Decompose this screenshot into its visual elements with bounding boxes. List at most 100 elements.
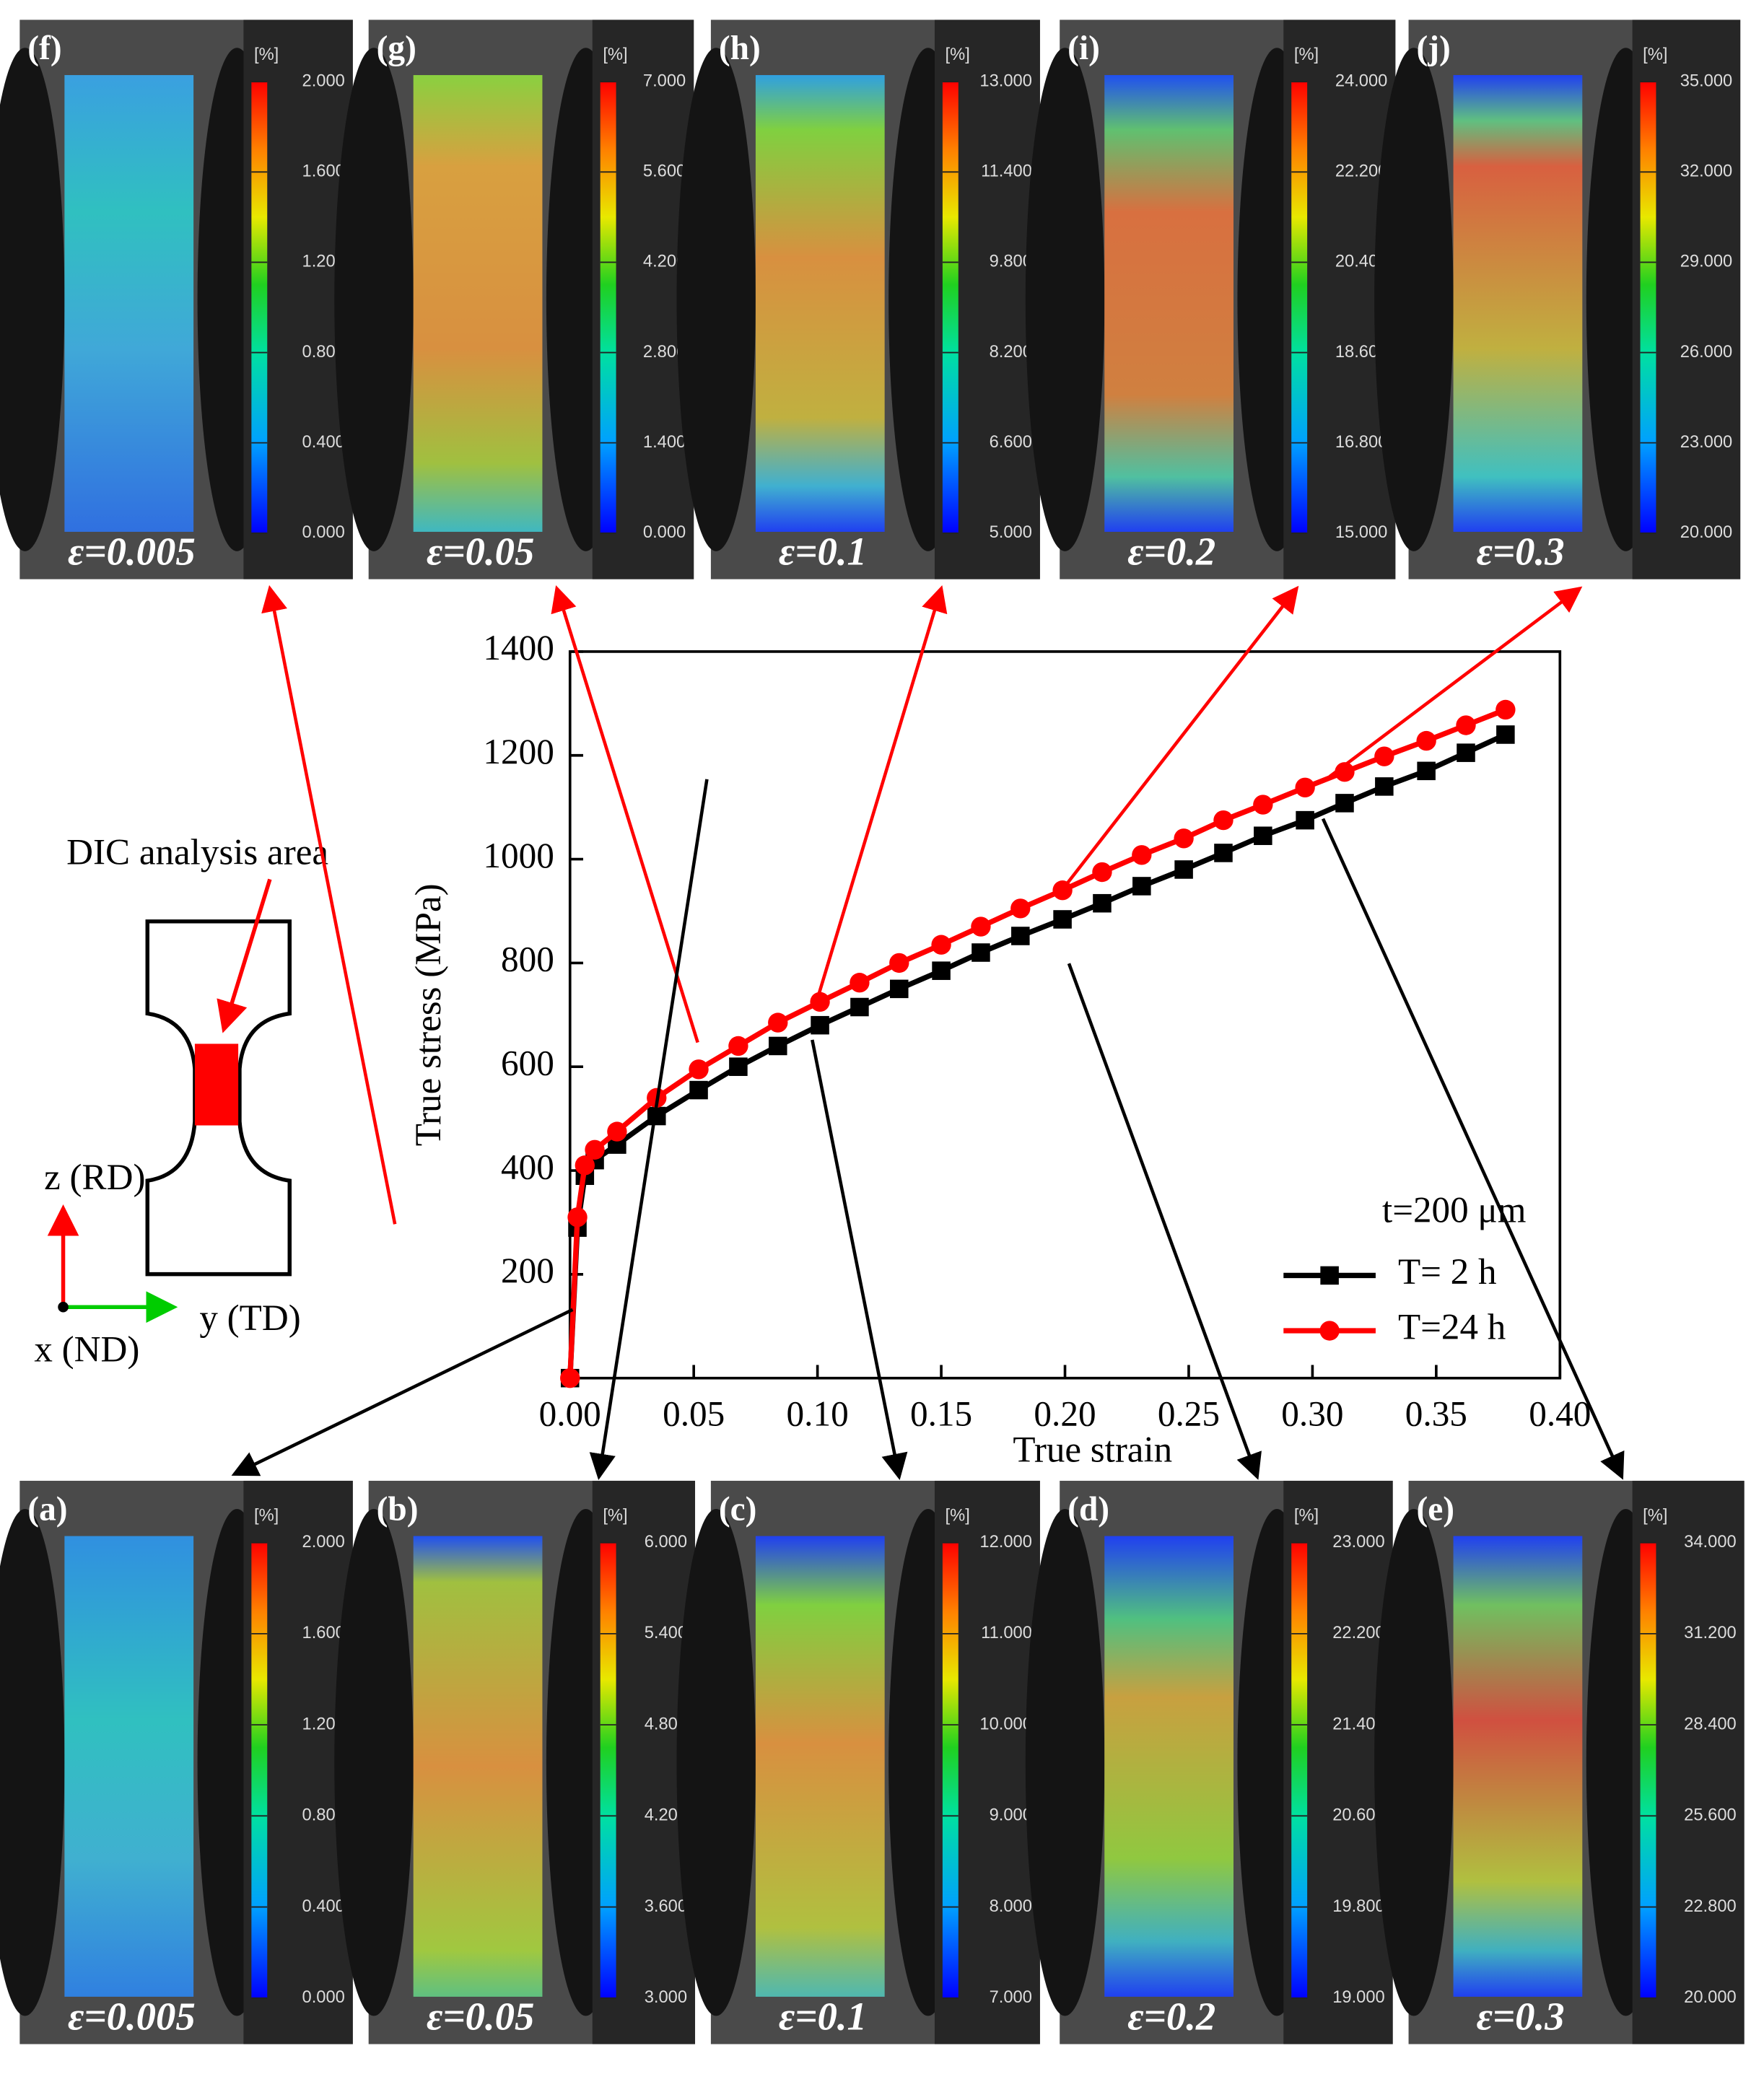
- colorbar-tick-label: 32.000: [1680, 162, 1732, 181]
- colorbar-tick-label: 31.200: [1684, 1624, 1737, 1642]
- marker: [971, 916, 991, 937]
- colorbar-unit: [%]: [603, 1506, 627, 1525]
- marker: [1496, 699, 1516, 720]
- dic-panels: [%]2.0001.6001.2000.8000.4000.000(f)ε=0.…: [0, 19, 1745, 2044]
- analysis-area: [194, 1043, 239, 1126]
- strain-label: ε=0.3: [1477, 529, 1565, 573]
- colorbar-unit: [%]: [946, 1506, 970, 1525]
- colorbar: [1291, 1542, 1308, 1998]
- arrow: [1067, 963, 1262, 1480]
- arrow: [589, 779, 709, 1480]
- strain-label: ε=0.1: [779, 1994, 867, 2038]
- dic-panel: [%] 12.000 11.000 10.000 9.000 8.000 7.000 (c) ε…: [676, 1480, 1040, 2044]
- colorbar-tick-label: 23.000: [1332, 1533, 1384, 1552]
- marker: [1456, 715, 1476, 735]
- x-tick-label: 0.00: [539, 1394, 601, 1434]
- marker: [1320, 1266, 1339, 1285]
- colorbar-tick-label: 34.000: [1684, 1533, 1737, 1552]
- colorbar-unit: [%]: [1643, 1506, 1667, 1525]
- y-tick-label: 1200: [483, 732, 554, 771]
- colorbar-tick-label: 9.000: [990, 1806, 1032, 1825]
- colorbar-tick-label: 0.000: [302, 1988, 345, 2007]
- strain-label: ε=0.005: [68, 529, 196, 573]
- marker: [585, 1139, 605, 1160]
- colorbar: [1291, 82, 1308, 533]
- strain-map: [413, 1536, 543, 1997]
- dic-panel: [%]6.0005.4004.8004.2003.6003.000(b)ε=0.…: [334, 1480, 696, 2044]
- callout-arrows: [231, 585, 1625, 1480]
- grip-shadow: [676, 1508, 756, 2016]
- colorbar-tick-label: 9.800: [990, 253, 1032, 271]
- y-tick-label: 600: [501, 1043, 554, 1083]
- marker: [850, 997, 869, 1017]
- x-tick-label: 0.05: [663, 1394, 725, 1434]
- x-tick-label: 0.35: [1405, 1394, 1467, 1434]
- strain-map: [755, 1536, 885, 1997]
- x-tick-label: 0.40: [1529, 1394, 1591, 1434]
- colorbar: [251, 1542, 268, 1998]
- x-tick-label: 0.10: [787, 1394, 849, 1434]
- strain-map: [1104, 75, 1234, 532]
- strain-map: [413, 75, 543, 532]
- marker: [1010, 898, 1031, 919]
- y-tick-label: 800: [501, 940, 554, 979]
- marker: [575, 1155, 595, 1176]
- panel-label: (d): [1067, 1491, 1109, 1528]
- colorbar-tick-label: 11.000: [981, 1624, 1032, 1642]
- colorbar-tick-label: 0.000: [302, 523, 345, 542]
- marker: [890, 979, 909, 999]
- arrow: [217, 878, 272, 1033]
- grip-shadow: [0, 48, 65, 551]
- colorbar-tick-label: 7.000: [990, 1988, 1032, 2007]
- colorbar-tick-label: 19.800: [1332, 1897, 1384, 1916]
- marker: [931, 935, 951, 955]
- colorbar: [1640, 1542, 1656, 1998]
- strain-map: [64, 1536, 194, 1997]
- colorbar-tick-label: 15.000: [1335, 523, 1388, 542]
- axis-label: y (TD): [199, 1298, 300, 1339]
- series-line: [567, 732, 1507, 1378]
- y-tick-label: 200: [501, 1251, 554, 1290]
- marker: [1053, 910, 1072, 929]
- colorbar-tick-label: 26.000: [1680, 343, 1732, 362]
- marker: [607, 1121, 627, 1142]
- marker: [689, 1059, 709, 1080]
- colorbar-tick-label: 16.800: [1335, 433, 1388, 452]
- grip-shadow: [334, 1508, 414, 2016]
- marker: [1296, 810, 1314, 830]
- grip-shadow: [1374, 48, 1454, 551]
- colorbar-tick-label: 23.000: [1680, 433, 1732, 452]
- marker: [1253, 795, 1273, 815]
- legend-label: T=24 h: [1398, 1307, 1506, 1348]
- strain-label: ε=0.005: [68, 1994, 196, 2038]
- marker: [1457, 743, 1475, 762]
- panel-label: (b): [377, 1491, 419, 1528]
- colorbar-unit: [%]: [946, 45, 970, 64]
- colorbar-tick-label: 0.400: [302, 1897, 345, 1916]
- x-tick-label: 0.30: [1281, 1394, 1343, 1434]
- grip-shadow: [334, 48, 414, 551]
- grip-shadow: [1025, 1508, 1105, 2016]
- panel-label: (a): [27, 1491, 67, 1528]
- diagram: DIC analysis area z (RD) y (TD) x (ND): [34, 831, 328, 1370]
- arrow: [811, 1039, 908, 1480]
- origin: [58, 1301, 69, 1313]
- grip-shadow: [0, 1509, 65, 2016]
- grip-shadow: [1025, 48, 1105, 551]
- colorbar-tick-label: 2.000: [302, 1533, 345, 1552]
- grip-shadow: [1374, 1508, 1454, 2016]
- arrow: [551, 585, 699, 1043]
- marker: [1254, 826, 1272, 845]
- colorbar: [942, 82, 959, 533]
- marker: [1374, 746, 1394, 766]
- marker: [1295, 777, 1315, 798]
- x-axis-label: True strain: [1013, 1429, 1172, 1470]
- marker: [560, 1368, 580, 1388]
- panel-label: (f): [27, 30, 61, 67]
- marker: [1496, 725, 1515, 744]
- colorbar-tick-label: 13.000: [979, 71, 1032, 90]
- colorbar-tick-label: 1.600: [302, 1624, 345, 1642]
- colorbar-tick-label: 11.400: [981, 162, 1032, 181]
